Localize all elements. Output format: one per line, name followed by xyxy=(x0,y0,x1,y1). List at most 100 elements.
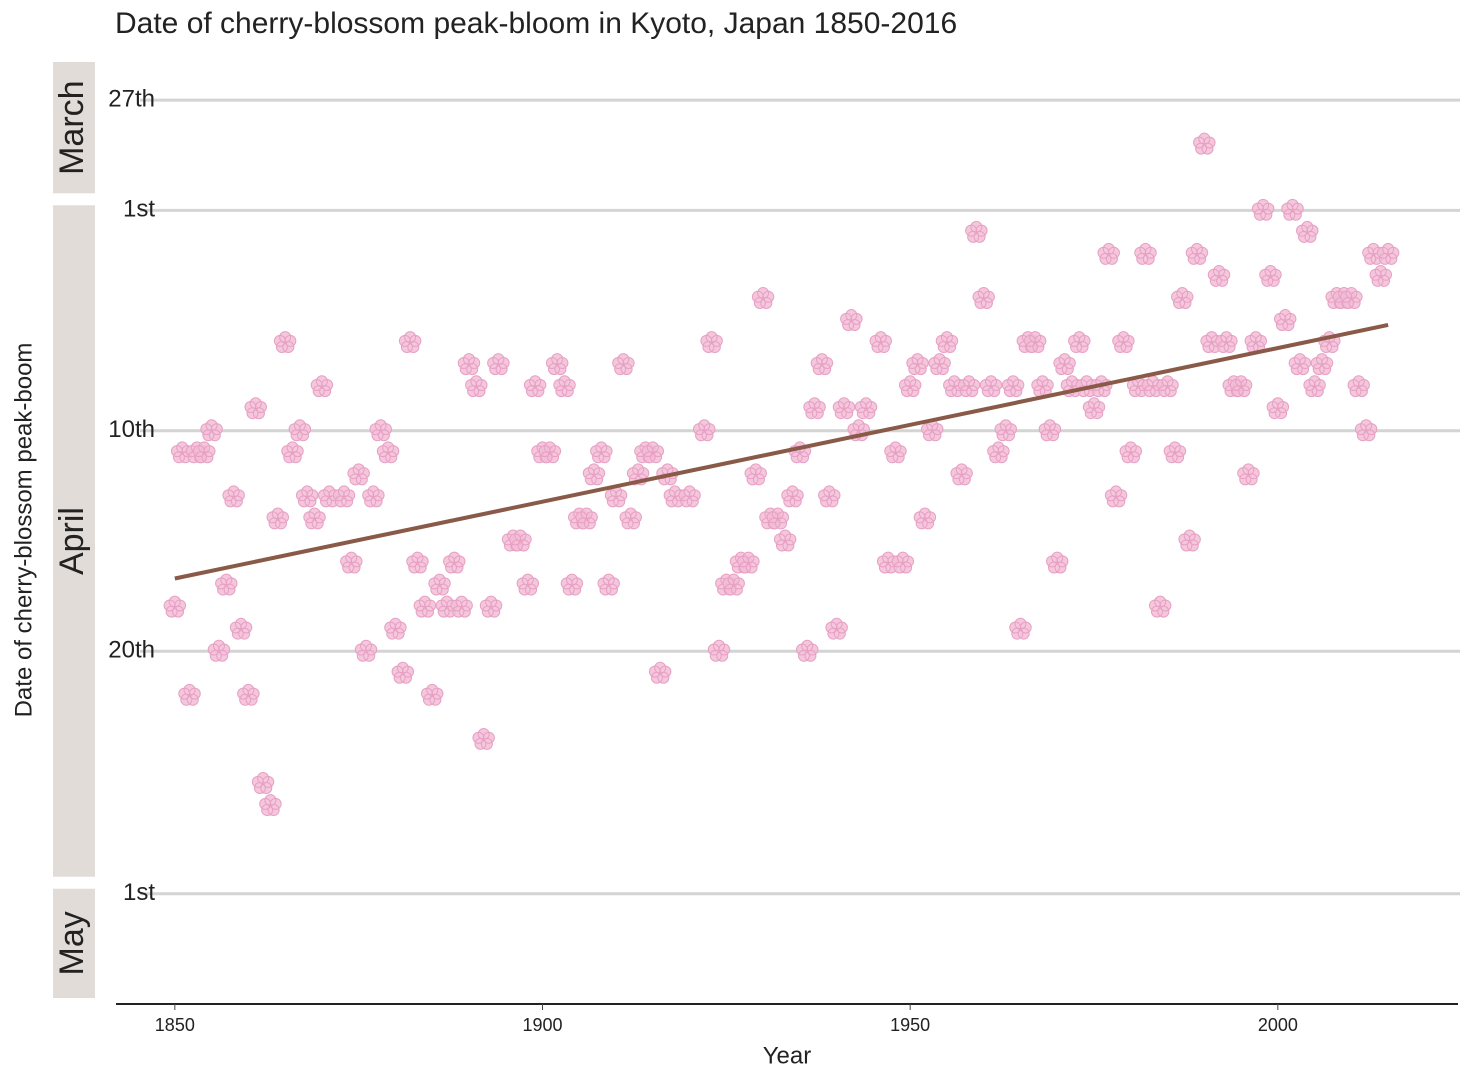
data-point xyxy=(597,573,620,596)
data-point xyxy=(406,551,429,574)
data-point xyxy=(1112,331,1135,353)
data-point xyxy=(1023,331,1047,353)
y-tick-label: 1st xyxy=(123,879,155,906)
data-point xyxy=(288,419,312,442)
data-point xyxy=(281,441,304,464)
data-point xyxy=(1193,132,1216,155)
data-point xyxy=(347,463,370,486)
data-point xyxy=(1310,353,1334,376)
data-point xyxy=(472,728,495,750)
data-point xyxy=(1229,375,1253,398)
data-point xyxy=(465,375,488,398)
chart-title: Date of cherry-blossom peak-bloom in Kyo… xyxy=(115,7,957,40)
data-point xyxy=(215,573,238,596)
y-tick-label: 10th xyxy=(108,416,155,443)
data-point xyxy=(590,441,613,464)
data-point xyxy=(1009,617,1032,640)
data-point xyxy=(428,573,451,596)
data-point xyxy=(310,375,334,398)
data-point xyxy=(935,331,959,353)
data-point xyxy=(560,573,584,596)
data-point xyxy=(1369,265,1393,287)
data-point xyxy=(376,441,400,464)
data-point xyxy=(1207,265,1231,287)
x-tick-label: 1850 xyxy=(155,1015,195,1035)
data-point xyxy=(1082,397,1106,420)
data-point xyxy=(818,485,841,508)
data-point xyxy=(1376,243,1400,265)
data-point xyxy=(1185,243,1209,265)
data-point xyxy=(884,441,907,464)
month-label: April xyxy=(53,507,91,575)
data-point xyxy=(1001,375,1025,398)
data-point xyxy=(1046,551,1069,574)
data-point xyxy=(854,397,878,420)
data-point xyxy=(1288,353,1312,376)
data-point xyxy=(354,639,378,662)
data-point xyxy=(1237,463,1260,486)
data-point xyxy=(612,353,635,376)
y-tick-label: 27th xyxy=(108,85,155,112)
data-point xyxy=(1156,375,1179,398)
data-point xyxy=(332,485,356,508)
data-point xyxy=(1259,265,1282,287)
data-point xyxy=(803,397,826,420)
data-point xyxy=(965,220,988,243)
data-point xyxy=(259,794,282,816)
data-point xyxy=(251,772,275,794)
data-point xyxy=(898,375,922,398)
data-point xyxy=(987,441,1010,464)
data-point xyxy=(193,441,216,464)
data-point xyxy=(273,331,297,353)
data-point xyxy=(450,595,473,618)
data-point xyxy=(1134,243,1157,265)
data-point xyxy=(678,485,701,508)
data-point xyxy=(891,551,915,574)
data-point xyxy=(384,617,407,640)
data-point xyxy=(163,595,187,618)
data-point xyxy=(1178,529,1201,552)
data-point xyxy=(1163,441,1187,464)
data-point xyxy=(1038,419,1062,442)
data-point xyxy=(413,595,437,618)
data-point xyxy=(648,661,672,684)
data-point xyxy=(972,287,995,309)
data-point xyxy=(795,639,819,662)
data-point xyxy=(722,573,745,596)
data-point xyxy=(1354,419,1378,442)
data-point xyxy=(957,375,981,398)
data-point xyxy=(575,507,598,530)
data-point xyxy=(920,419,944,442)
x-tick-label: 2000 xyxy=(1258,1015,1298,1035)
data-point xyxy=(1119,441,1143,464)
month-strip xyxy=(53,888,95,998)
data-point xyxy=(1148,595,1172,618)
data-point xyxy=(1171,287,1194,309)
x-axis-label: Year xyxy=(763,1042,812,1069)
data-point xyxy=(906,353,929,376)
data-point xyxy=(1251,198,1275,221)
data-point xyxy=(545,353,569,376)
data-point xyxy=(523,375,547,398)
data-point xyxy=(1273,309,1297,331)
data-point xyxy=(1097,243,1120,265)
data-point xyxy=(553,375,576,398)
data-point xyxy=(1068,331,1091,353)
data-point xyxy=(1303,375,1326,398)
x-tick-label: 1950 xyxy=(890,1015,930,1035)
data-point xyxy=(619,507,642,530)
data-point xyxy=(751,287,775,309)
data-point xyxy=(1244,331,1268,353)
data-point xyxy=(744,463,767,486)
data-point xyxy=(707,639,731,662)
data-point xyxy=(516,573,540,596)
data-point xyxy=(604,485,628,508)
data-point xyxy=(295,485,319,508)
data-point xyxy=(1031,375,1054,398)
data-point xyxy=(207,639,231,662)
trend-line xyxy=(174,323,1389,581)
data-point xyxy=(913,507,937,530)
data-point xyxy=(994,419,1018,442)
data-point xyxy=(1215,331,1238,353)
